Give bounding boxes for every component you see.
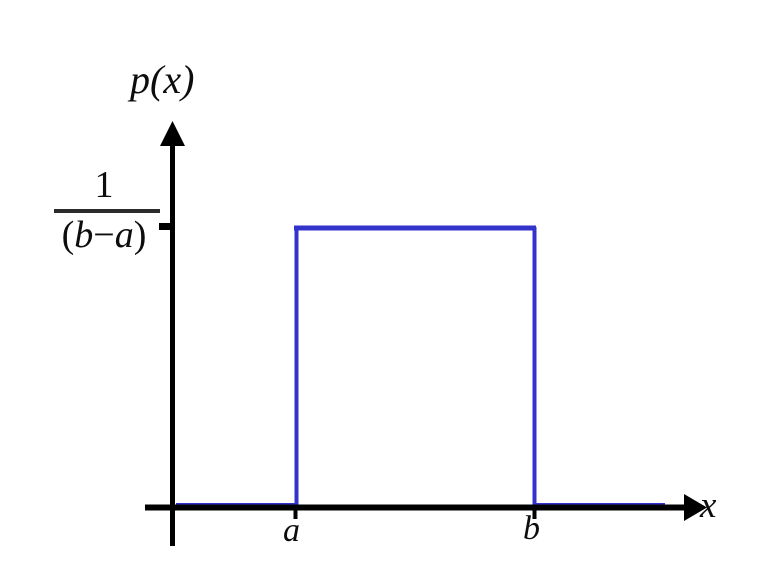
minus-operator: − [93,214,115,256]
fraction-numerator: 1 [94,164,114,206]
y-tick-label-height: 1 (b−a) [44,166,164,254]
x-axis-label: x [700,487,716,524]
x-axis-label-text: x [700,485,717,526]
axes-group [145,121,707,546]
fraction-denominator: (b−a) [44,216,164,254]
y-axis-label-text: p(x) [130,57,195,102]
fraction-bar [54,209,160,213]
denominator-symbol-a: a [114,214,134,256]
x-tick-label-a-text: a [283,512,300,549]
y-axis-arrowhead [160,121,185,146]
y-axis-label: p(x) [130,60,194,100]
x-tick-label-b-text: b [523,510,540,547]
x-axis-arrowhead [684,494,707,521]
open-paren: ( [61,214,75,256]
x-tick-label-b: b [523,512,540,546]
close-paren: ) [133,214,147,256]
denominator-symbol-b: b [74,214,94,256]
x-tick-label-a: a [283,514,300,548]
